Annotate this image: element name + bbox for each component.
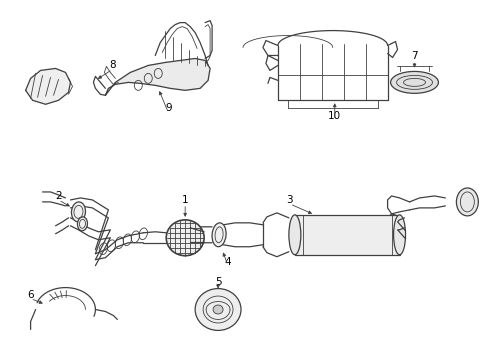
Text: 2: 2 [55, 191, 62, 201]
Text: 7: 7 [411, 51, 418, 62]
Text: 9: 9 [165, 103, 172, 113]
Polygon shape [105, 58, 210, 95]
Ellipse shape [393, 215, 406, 255]
Text: 10: 10 [328, 111, 342, 121]
Ellipse shape [213, 305, 223, 314]
Ellipse shape [72, 202, 85, 222]
Bar [295, 215, 399, 255]
Ellipse shape [289, 215, 301, 255]
Text: 1: 1 [182, 195, 189, 205]
Ellipse shape [456, 188, 478, 216]
Text: 4: 4 [225, 257, 231, 267]
Text: 3: 3 [287, 195, 293, 205]
Text: 8: 8 [109, 60, 116, 71]
Polygon shape [25, 68, 71, 104]
Ellipse shape [212, 223, 226, 247]
Ellipse shape [166, 220, 204, 256]
Ellipse shape [195, 289, 241, 330]
Ellipse shape [77, 217, 88, 231]
Text: 6: 6 [27, 289, 34, 300]
Text: 5: 5 [215, 276, 221, 287]
Ellipse shape [391, 71, 439, 93]
